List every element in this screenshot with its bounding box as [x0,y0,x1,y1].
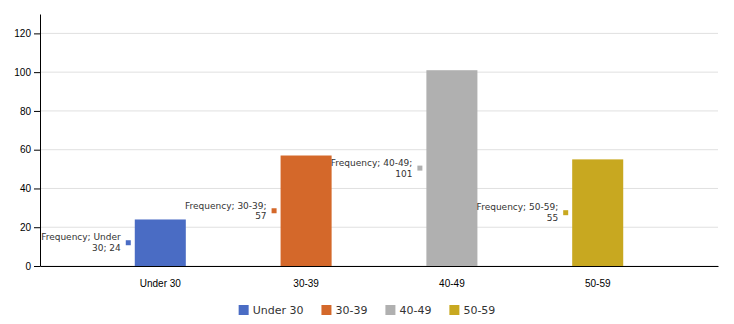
data-label: Frequency; 30-39;57 [185,201,267,222]
y-tick-label: 0 [25,261,31,272]
label-marker [272,208,277,213]
x-tick: 30-39 [293,278,319,289]
y-tick-label: 120 [14,28,31,39]
bar [426,70,477,266]
y-tick-label: 80 [20,106,32,117]
y-tick-mark [34,72,40,73]
label-marker [126,240,131,245]
x-tick: 40-49 [439,278,465,289]
y-tick: 80 [20,106,40,117]
x-tick: 50-59 [585,278,611,289]
legend-label: 30-39 [335,304,367,317]
grid-line [40,33,718,34]
y-tick-label: 40 [20,183,32,194]
y-tick-mark [34,150,40,151]
legend: Under 30 30-39 40-49 50-59 [239,304,496,317]
y-tick-label: 20 [20,222,32,233]
legend-swatch [239,305,249,315]
bar [572,159,623,266]
x-axis-line [41,266,719,267]
legend-label: Under 30 [253,304,304,317]
y-tick-mark [34,111,40,112]
legend-swatch [321,305,331,315]
bars [135,70,623,266]
x-tick-label: Under 30 [140,278,182,289]
legend-label: 50-59 [463,304,495,317]
x-axis: Under 30 30-39 40-49 50-59 [41,267,719,290]
x-tick-label: 40-49 [439,278,465,289]
y-tick-label: 100 [14,67,31,78]
legend-item: 30-39 [321,304,367,317]
y-tick-mark [34,188,40,189]
y-axis: 0 20 40 60 80 100 120 [14,15,40,272]
data-label: Frequency; Under30; 24 [41,232,121,253]
y-tick: 40 [20,183,40,194]
grid-line [40,149,718,150]
legend-label: 40-49 [399,304,431,317]
label-marker [417,166,422,171]
y-tick-mark [34,266,40,267]
grid-line [40,110,718,111]
y-tick-mark [34,33,40,34]
chart: 0 20 40 60 80 100 120 Under 30 30-39 40-49 50-59 Fr… [0,0,734,324]
grid [40,33,718,266]
y-tick: 100 [14,67,40,78]
y-tick: 0 [25,261,40,272]
data-label: Frequency; 40-49;101 [331,158,413,179]
bar [281,156,332,266]
bar [135,219,186,266]
legend-item: 40-49 [385,304,431,317]
x-tick: Under 30 [140,278,182,289]
x-tick-label: 50-59 [585,278,611,289]
data-label: Frequency; 50-59;55 [477,202,559,223]
y-axis-line [40,15,41,267]
grid-line [40,72,718,73]
y-tick: 120 [14,28,40,39]
y-tick: 60 [20,144,40,155]
y-tick-mark [34,227,40,228]
legend-item: 50-59 [449,304,495,317]
legend-swatch [385,305,395,315]
y-tick-label: 60 [20,144,32,155]
y-tick: 20 [20,222,40,233]
x-tick-label: 30-39 [293,278,319,289]
data-labels: Frequency; Under30; 24 Frequency; 30-39;5… [41,158,568,253]
label-marker [563,210,568,215]
legend-item: Under 30 [239,304,304,317]
legend-swatch [449,305,459,315]
plot: 0 20 40 60 80 100 120 Under 30 30-39 40-49 50-59 Fr… [14,15,718,290]
